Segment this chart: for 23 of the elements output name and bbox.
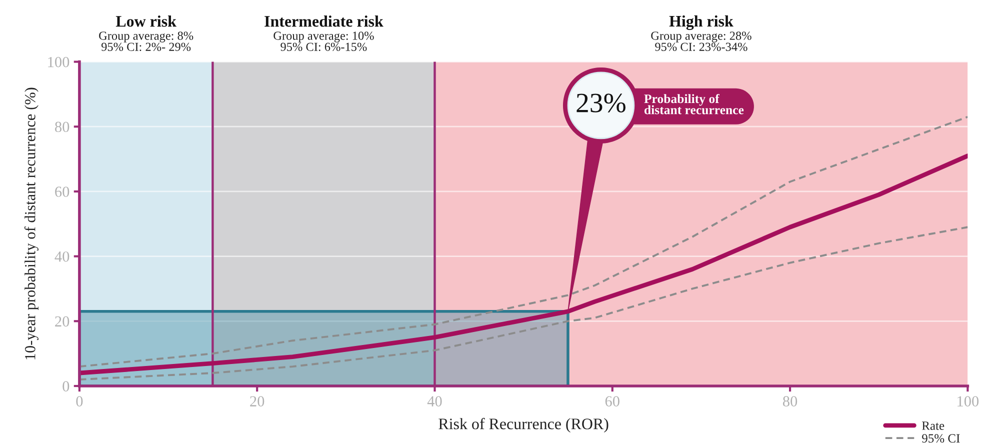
y-tick-label: 20	[55, 316, 70, 327]
y-tick-label: 80	[55, 122, 70, 132]
x-axis-title: Risk of Recurrence (ROR)	[438, 418, 608, 433]
x-tick-label: 20	[250, 396, 264, 406]
line-series	[79, 226, 968, 380]
band-label: Intermediate risk Group average: 10% 95% CI: 6%-15%	[264, 16, 384, 52]
y-tick-label: 100	[48, 56, 70, 68]
band-label: Low risk Group average: 8% 95% CI: 2%- 29%	[99, 16, 194, 52]
y-axis-title: 10-year probability of distant recurrence (%)	[24, 88, 38, 360]
band-label: High risk Group average: 28% 95% CI: 23%-34%	[651, 15, 752, 52]
y-tick-label: 40	[54, 251, 70, 262]
annotation: Probability of distant recurrence	[644, 94, 744, 114]
legend-label: 95% CI	[922, 434, 960, 443]
line-series	[79, 116, 968, 368]
x-tick-label: 100	[958, 396, 979, 406]
annotation: 23%	[576, 94, 626, 112]
legend-label: Rate	[922, 422, 944, 430]
x-tick-label: 80	[782, 396, 798, 406]
x-tick-label: 0	[76, 396, 83, 406]
x-tick-label: 60	[605, 396, 620, 406]
x-tick-label: 40	[427, 396, 442, 406]
y-tick-label: 60	[55, 186, 70, 197]
y-tick-label: 0	[62, 381, 70, 392]
